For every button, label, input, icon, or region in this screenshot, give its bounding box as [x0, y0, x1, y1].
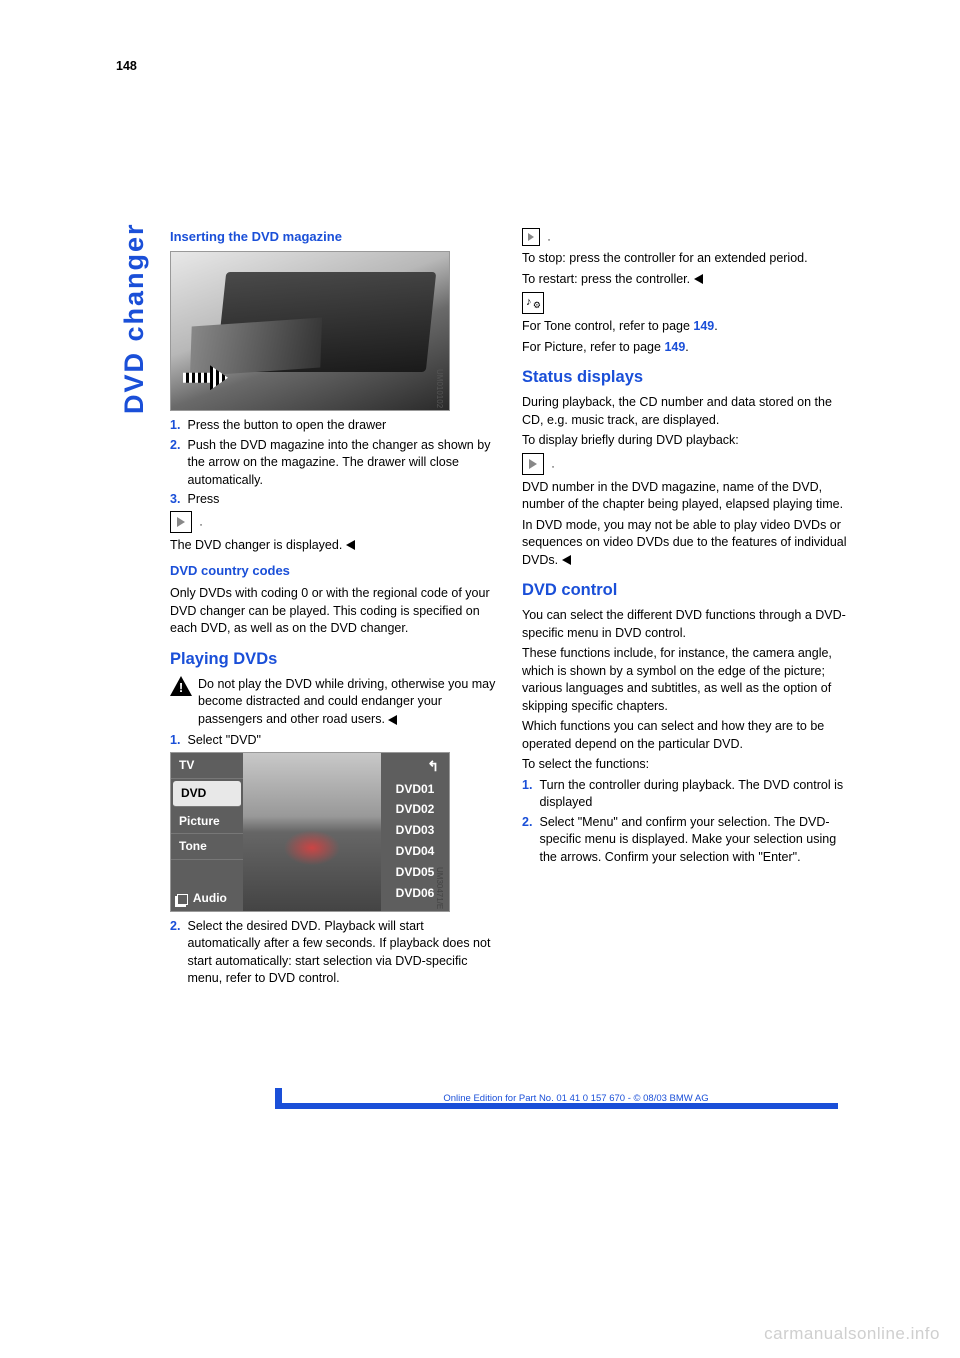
- step3b-text: The DVD changer is displayed.: [170, 537, 500, 555]
- country-codes-text: Only DVDs with coding 0 or with the regi…: [170, 585, 500, 638]
- step-number: 2.: [170, 437, 184, 455]
- footer-text: Online Edition for Part No. 01 41 0 157 …: [314, 1092, 838, 1105]
- warning-box: Do not play the DVD while driving, other…: [170, 676, 500, 729]
- dvd-list-item: DVD06: [396, 883, 435, 904]
- list-item-1: 1. Press the button to open the drawer: [170, 417, 500, 435]
- dvd-menu-screenshot: TV DVD Picture Tone Audio ↰ DVD01 DVD02: [170, 752, 450, 912]
- icon-row: [522, 292, 852, 314]
- page-link[interactable]: 149: [693, 319, 714, 333]
- control-p3: Which functions you can select and how t…: [522, 718, 852, 753]
- tab-tv: TV: [171, 753, 243, 779]
- audio-label: Audio: [193, 891, 227, 905]
- status-p2: To display briefly during DVD playback:: [522, 432, 852, 450]
- heading-status-displays: Status displays: [522, 366, 852, 389]
- dvd-list-item: DVD03: [396, 820, 435, 841]
- text: The DVD changer is displayed.: [170, 538, 342, 552]
- text: For Tone control, refer to page: [522, 319, 690, 333]
- step-number: 1.: [170, 732, 184, 750]
- watermark: carmanualsonline.info: [764, 1322, 940, 1346]
- status-p4: In DVD mode, you may not be able to play…: [522, 517, 852, 570]
- screen-code: UM30471/E: [434, 867, 445, 909]
- heading-playing-dvds: Playing DVDs: [170, 648, 500, 671]
- triangle-marker-icon: [694, 274, 703, 284]
- triangle-marker-icon: [388, 715, 397, 725]
- icon-row: .: [522, 453, 852, 475]
- page-link[interactable]: 149: [664, 340, 685, 354]
- play-icon: [522, 228, 540, 246]
- step-text: Push the DVD magazine into the changer a…: [187, 437, 499, 490]
- triangle-marker-icon: [562, 555, 571, 565]
- warning-text: Do not play the DVD while driving, other…: [198, 676, 500, 729]
- play-icon: [522, 453, 544, 475]
- step-number: 3.: [170, 491, 184, 509]
- tone-ref-text: For Tone control, refer to page 149.: [522, 318, 852, 336]
- text: For Picture, refer to page: [522, 340, 661, 354]
- heading-dvd-control: DVD control: [522, 579, 852, 602]
- step-text: Turn the controller during playback. The…: [539, 777, 851, 812]
- tone-settings-icon: [522, 292, 544, 314]
- picture-ref-text: For Picture, refer to page 149.: [522, 339, 852, 357]
- page-number: 148: [116, 58, 137, 76]
- dvd-list-item: DVD02: [396, 799, 435, 820]
- changer-slot-shape: [190, 318, 322, 377]
- section-title: DVD changer: [116, 222, 154, 414]
- screen-left-tabs: TV DVD Picture Tone Audio: [171, 753, 243, 911]
- step-text: Select "DVD": [187, 732, 499, 750]
- list-item-2: 2. Push the DVD magazine into the change…: [170, 437, 500, 490]
- step-text: Select "Menu" and confirm your selection…: [539, 814, 851, 867]
- list-item-play1: 1. Select "DVD": [170, 732, 500, 750]
- text: In DVD mode, you may not be able to play…: [522, 518, 847, 567]
- tab-tone: Tone: [171, 834, 243, 860]
- step-number: 2.: [522, 814, 536, 832]
- step-number: 1.: [522, 777, 536, 795]
- heading-country-codes: DVD country codes: [170, 562, 500, 580]
- control-step2: 2. Select "Menu" and confirm your select…: [522, 814, 852, 867]
- icon-suffix: .: [551, 458, 554, 470]
- step-text: Press: [187, 491, 499, 509]
- tab-audio: Audio: [171, 886, 243, 911]
- icon-row: .: [522, 228, 852, 246]
- step-number: 2.: [170, 918, 184, 936]
- step-number: 1.: [170, 417, 184, 435]
- restart-text: To restart: press the controller.: [522, 271, 852, 289]
- back-icon: ↰: [427, 757, 449, 779]
- icon-suffix: .: [547, 231, 550, 243]
- audio-overlap-icon: [177, 894, 188, 905]
- left-column: Inserting the DVD magazine UM010102 1. P…: [170, 228, 500, 990]
- tab-dvd: DVD: [173, 781, 241, 807]
- icon-row: .: [170, 511, 500, 533]
- step-text: Press the button to open the drawer: [187, 417, 499, 435]
- text: Do not play the DVD while driving, other…: [198, 677, 495, 726]
- right-column: . To stop: press the controller for an e…: [522, 228, 852, 990]
- triangle-marker-icon: [346, 540, 355, 550]
- screen-video-area: [243, 753, 381, 911]
- race-car-image: [243, 753, 381, 911]
- dvd-list-item: DVD01: [396, 779, 435, 800]
- tab-picture: Picture: [171, 809, 243, 835]
- text: To restart: press the controller.: [522, 272, 690, 286]
- list-item-play2: 2. Select the desired DVD. Playback will…: [170, 918, 500, 988]
- step-text: Select the desired DVD. Playback will st…: [187, 918, 499, 988]
- dvd-list-item: DVD05: [396, 862, 435, 883]
- warning-icon: [170, 676, 192, 696]
- control-p2: These functions include, for instance, t…: [522, 645, 852, 715]
- dvd-list-item: DVD04: [396, 841, 435, 862]
- photo-code: UM010102: [434, 369, 445, 408]
- dvd-changer-photo: UM010102: [170, 251, 450, 411]
- manual-page: 148 DVD changer Inserting the DVD magazi…: [0, 0, 960, 1358]
- status-p3: DVD number in the DVD magazine, name of …: [522, 479, 852, 514]
- control-step1: 1. Turn the controller during playback. …: [522, 777, 852, 812]
- control-p1: You can select the different DVD functio…: [522, 607, 852, 642]
- stop-text: To stop: press the controller for an ext…: [522, 250, 852, 268]
- control-p4: To select the functions:: [522, 756, 852, 774]
- play-icon: [170, 511, 192, 533]
- heading-insert-magazine: Inserting the DVD magazine: [170, 228, 500, 246]
- status-p1: During playback, the CD number and data …: [522, 394, 852, 429]
- icon-suffix: .: [199, 516, 202, 528]
- list-item-3: 3. Press: [170, 491, 500, 509]
